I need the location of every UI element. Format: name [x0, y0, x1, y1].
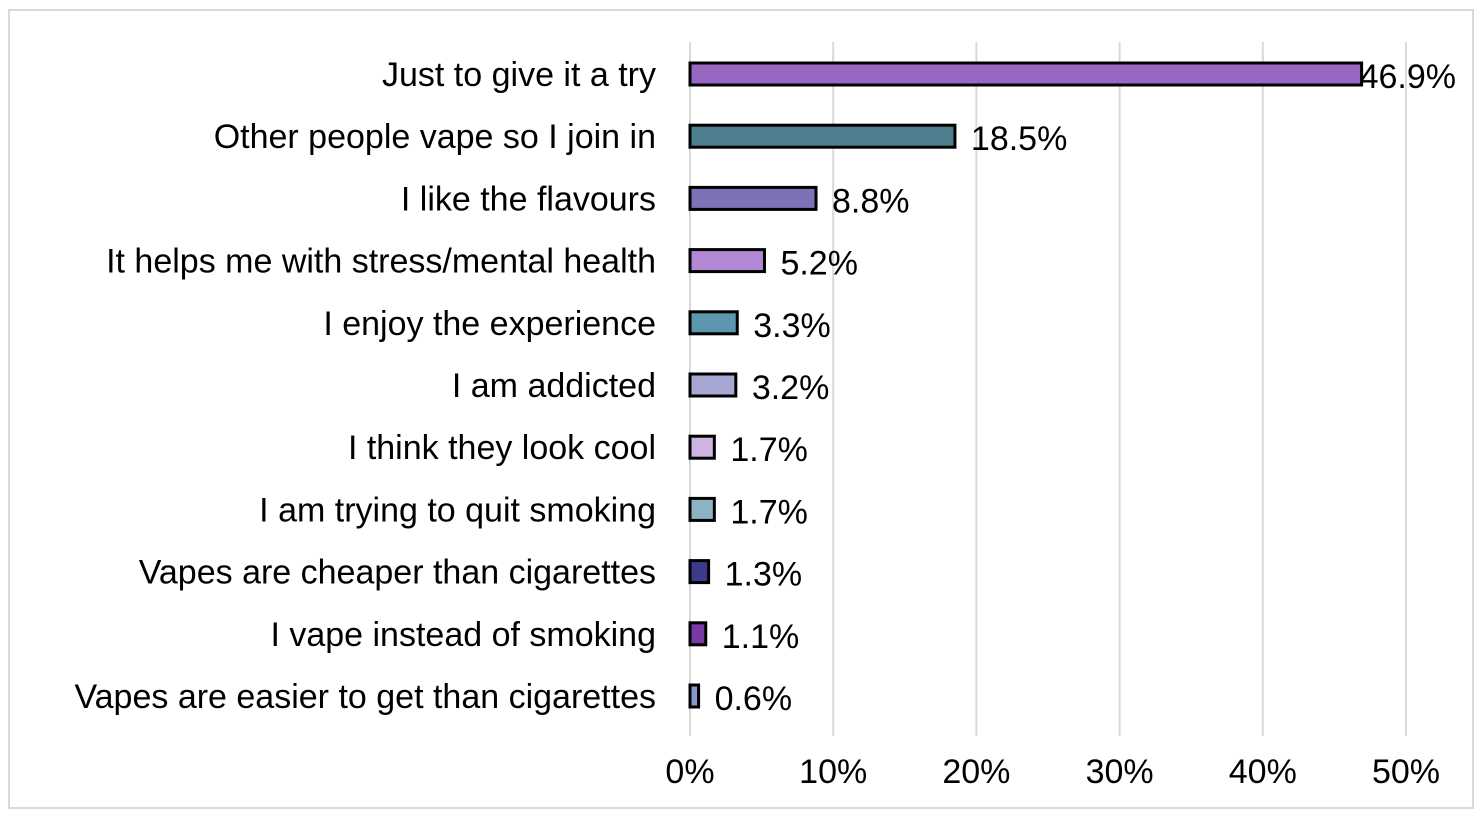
category-label: I enjoy the experience: [323, 305, 656, 343]
value-label: 1.1%: [722, 618, 800, 656]
bar: [688, 621, 708, 647]
value-labels: 46.9% 18.5% 8.8% 5.2% 3.3% 3.2% 1.7% 1.7% 1.3% 1.…: [715, 58, 1456, 718]
value-label: 5.2%: [780, 245, 858, 283]
x-tick-label: 10%: [799, 753, 867, 791]
category-label: I vape instead of smoking: [270, 616, 656, 654]
x-tick-label: 30%: [1086, 753, 1154, 791]
gridlines: [689, 42, 1407, 736]
x-tick-label: 0%: [665, 753, 714, 791]
category-labels: Just to give it a try Other people vape s…: [74, 56, 656, 716]
bar: [688, 434, 716, 460]
bar: [688, 185, 818, 211]
category-label: I am trying to quit smoking: [259, 491, 656, 529]
value-label: 1.7%: [730, 493, 808, 531]
bar: [688, 496, 716, 522]
category-label: Just to give it a try: [382, 56, 656, 94]
value-label: 1.3%: [725, 556, 803, 594]
bar: [688, 123, 957, 149]
bar: [688, 372, 738, 398]
category-label: Vapes are easier to get than cigarettes: [74, 678, 656, 716]
category-label: I think they look cool: [348, 429, 656, 467]
value-label: 0.6%: [715, 680, 793, 718]
x-tick-label: 40%: [1229, 753, 1297, 791]
value-label: 3.3%: [753, 307, 831, 345]
bar: [688, 559, 711, 585]
x-axis-tick-labels: 0% 10% 20% 30% 40% 50%: [665, 753, 1440, 791]
category-label: Vapes are cheaper than cigarettes: [139, 554, 656, 592]
bar: [688, 310, 739, 336]
bar: [688, 683, 701, 709]
value-label: 46.9%: [1360, 58, 1456, 96]
bar: [688, 248, 766, 274]
x-tick-label: 50%: [1372, 753, 1440, 791]
value-label: 3.2%: [752, 369, 830, 407]
bars: [688, 61, 1364, 709]
value-label: 8.8%: [832, 182, 910, 220]
bar: [688, 61, 1364, 87]
value-label: 18.5%: [971, 120, 1067, 158]
category-label: Other people vape so I join in: [214, 118, 656, 156]
category-label: I like the flavours: [401, 180, 656, 218]
value-label: 1.7%: [730, 431, 808, 469]
category-label: It helps me with stress/mental health: [106, 243, 656, 281]
x-tick-label: 20%: [942, 753, 1010, 791]
category-label: I am addicted: [452, 367, 656, 405]
